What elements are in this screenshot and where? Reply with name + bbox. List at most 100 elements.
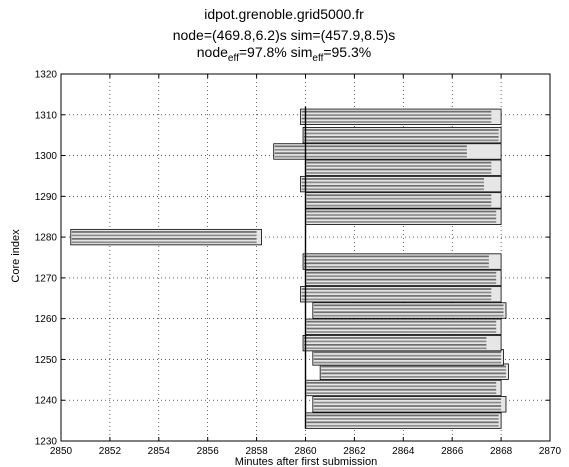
sim-bar-stripe (306, 385, 497, 388)
x-tick-label: 2860 (294, 446, 317, 457)
sim-bar-stripe (313, 351, 502, 354)
sim-bar-stripe (313, 311, 504, 314)
task-bar (312, 302, 507, 319)
chart-title-line-3: nodeeff=97.8% simeff=95.3% (197, 44, 371, 64)
sim-bar-stripe (304, 258, 489, 261)
sim-bar-stripe (306, 282, 497, 284)
sim-bar-stripe (304, 129, 499, 131)
sim-bar-stripe (301, 110, 492, 113)
y-axis-label: Core index (10, 229, 22, 283)
sim-bar-stripe (301, 121, 492, 123)
x-tick-label: 2866 (441, 446, 464, 457)
sim-bar-stripe (304, 139, 499, 142)
sim-bar-stripe (304, 340, 487, 343)
sim-bar-stripe (321, 365, 506, 368)
sim-bar-stripe (313, 408, 502, 411)
chart-title-line-2: node=(469.8,6.2)s sim=(457.9,8.5)s (173, 27, 396, 43)
sim-bar-stripe (306, 327, 497, 330)
title-tail-text: =95.3% (323, 44, 371, 60)
y-tick-label: 1260 (35, 314, 58, 325)
x-tick-label: 2858 (245, 446, 268, 457)
task-bar (70, 228, 262, 246)
sim-bar-stripe (71, 237, 257, 240)
sim-bar-stripe (71, 231, 257, 233)
x-tick-label: 2854 (148, 446, 171, 457)
sim-bar-stripe (71, 241, 257, 244)
sim-bar-stripe (304, 343, 487, 346)
sim-bar-stripe (306, 414, 499, 417)
task-bar (300, 286, 502, 303)
sim-bar-stripe (306, 324, 497, 326)
sim-bar-stripe (313, 307, 504, 310)
sim-bar-stripe (321, 375, 506, 378)
sim-bar-stripe (306, 161, 492, 164)
sim-bar-stripe (304, 337, 487, 339)
sim-bar-stripe (313, 401, 502, 404)
sim-bar-stripe (301, 184, 484, 187)
sim-bar-stripe (306, 271, 497, 274)
sim-bar-stripe (301, 114, 492, 116)
sim-bar-stripe (306, 392, 497, 395)
y-tick-label: 1280 (35, 233, 58, 244)
task-bar (302, 253, 502, 270)
title-node-subscript: eff (228, 53, 239, 64)
y-tick-label: 1270 (35, 273, 58, 284)
y-tick-label: 1230 (35, 437, 58, 448)
sim-bar-stripe (306, 197, 492, 200)
sim-bar-stripe (274, 148, 467, 151)
task-bar (300, 108, 502, 125)
y-tick-label: 1320 (35, 70, 58, 81)
sim-bar-stripe (301, 181, 484, 184)
x-axis-label: Minutes after first submission (235, 456, 377, 467)
sim-bar-stripe (301, 117, 492, 120)
x-tick-label: 2870 (539, 446, 562, 457)
sim-bar-stripe (306, 168, 492, 171)
sim-bar-stripe (301, 178, 484, 180)
sim-bar-stripe (304, 132, 499, 135)
sim-bar-stripe (306, 214, 497, 216)
x-tick-label: 2850 (50, 446, 73, 457)
sim-bar-stripe (306, 424, 499, 427)
x-tick-label: 2864 (392, 446, 415, 457)
sim-bar-stripe (301, 288, 492, 290)
y-tick-label: 1300 (35, 151, 58, 162)
sim-bar-stripe (313, 405, 502, 407)
task-bar (302, 334, 502, 352)
sim-bar-stripe (304, 255, 489, 258)
sim-bar-stripe (306, 320, 497, 323)
sim-bar-stripe (306, 421, 499, 424)
chart-title-line-1: idpot.grenoble.grid5000.fr (204, 6, 364, 22)
sim-bar-stripe (321, 369, 506, 371)
sim-bar-stripe (306, 194, 492, 197)
title-sim-subscript: eff (312, 53, 323, 64)
sim-bar-stripe (301, 188, 484, 191)
sim-bar-stripe (306, 331, 497, 333)
x-tick-label: 2868 (490, 446, 513, 457)
sim-bar-stripe (304, 347, 487, 350)
axes-layer: 2850 2852 2854 2856 2858 2860 2862 2864 2866 2868… (35, 70, 562, 458)
x-tick-label: 2856 (197, 446, 220, 457)
sim-bar-stripe (301, 298, 492, 301)
sim-bar-stripe (306, 275, 497, 278)
bars-layer (70, 106, 509, 429)
sim-bar-stripe (306, 165, 492, 167)
sim-bar-stripe (313, 304, 504, 307)
sim-bar-stripe (304, 262, 489, 265)
x-tick-label: 2862 (343, 446, 366, 457)
sim-bar-stripe (301, 291, 492, 294)
sim-bar-stripe (274, 155, 467, 158)
sim-bar-stripe (306, 172, 492, 174)
sim-bar-stripe (306, 217, 497, 220)
sim-bar-stripe (306, 201, 492, 203)
task-bar (273, 143, 502, 160)
task-bar (300, 175, 502, 193)
sim-bar-stripe (313, 398, 502, 400)
sim-bar-stripe (306, 221, 497, 223)
sim-bar-stripe (306, 210, 497, 213)
sim-bar-stripe (274, 145, 467, 148)
sim-bar-stripe (321, 372, 506, 375)
task-bar (312, 396, 507, 413)
sim-bar-stripe (306, 388, 497, 391)
